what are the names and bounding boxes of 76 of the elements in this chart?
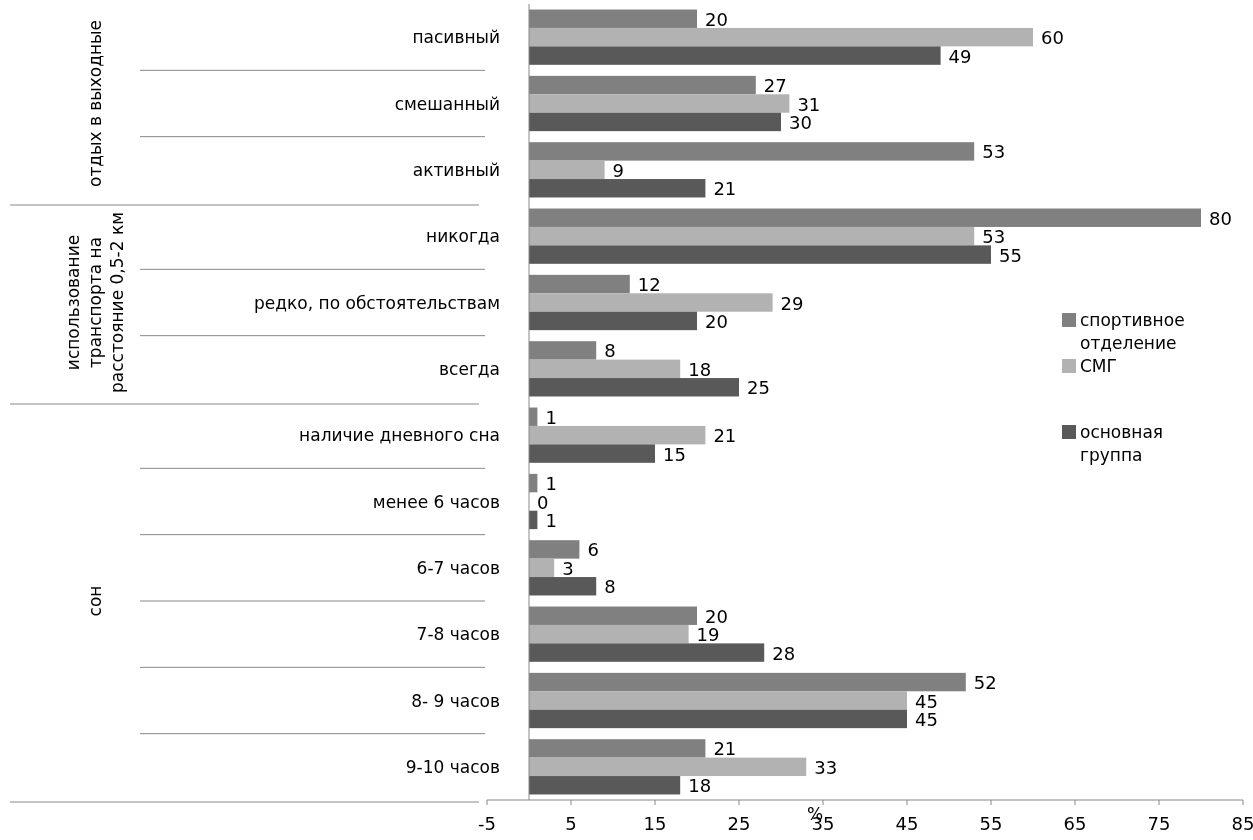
x-tick-label: 55: [979, 813, 1003, 834]
bar: [529, 444, 655, 463]
bar: [529, 46, 941, 65]
y-tick-label: 7-8 часов: [416, 624, 500, 645]
y-tick-label: никогда: [426, 226, 500, 247]
bar: [529, 624, 689, 644]
data-label: 21: [713, 738, 737, 760]
y-tick-label: 9-10 часов: [405, 756, 500, 777]
bar: [529, 643, 765, 662]
data-label: 19: [696, 624, 720, 646]
data-label: 53: [982, 141, 1006, 163]
bar: [529, 757, 807, 777]
data-label: 29: [780, 292, 804, 314]
bar: [529, 776, 681, 795]
text: сон: [85, 585, 105, 617]
bar: [529, 359, 681, 379]
y-tick-label: менее 6 часов: [372, 491, 500, 512]
data-label: 9: [612, 159, 625, 181]
y-tick-label: активный: [412, 159, 500, 180]
data-label: 27: [763, 75, 787, 97]
bar: [529, 160, 605, 180]
legend-label: спортивное отделение: [1080, 310, 1185, 353]
x-tick-label: 65: [1063, 813, 1087, 834]
bar: [529, 558, 555, 578]
bar: [529, 709, 907, 729]
data-label: 6: [587, 539, 599, 561]
bar: [529, 691, 907, 710]
x-tick-label: -5: [478, 813, 496, 834]
data-label: 21: [713, 425, 737, 447]
x-tick-label: 15: [643, 813, 667, 834]
y-tick-label: редко, по обстоятельствам: [254, 292, 500, 313]
data-label: 8: [604, 576, 616, 598]
x-tick-label: 25: [727, 813, 751, 834]
legend-label: основная группа: [1080, 422, 1164, 465]
y-tick-label: 6-7 часов: [416, 557, 500, 578]
y-tick-label: пасивный: [412, 27, 500, 48]
data-label: 3: [562, 557, 574, 579]
data-label: 15: [663, 443, 686, 465]
bar: [529, 577, 597, 596]
text: использование транспорта на расстояние 0,5-2 км: [63, 212, 127, 393]
y-tick-label: 8- 9 часов: [411, 690, 500, 711]
data-label: 21: [713, 178, 737, 200]
bar: [529, 179, 706, 198]
bar: [529, 378, 739, 397]
data-label: 33: [814, 756, 838, 778]
bar: [529, 27, 1033, 47]
text: отдых в выходные: [85, 19, 105, 188]
data-label: 49: [948, 45, 972, 67]
data-label: 18: [688, 775, 712, 797]
bar: [529, 245, 991, 264]
data-label: 18: [688, 358, 712, 380]
data-label: 80: [1209, 207, 1232, 229]
data-label: 60: [1041, 27, 1064, 49]
data-label: 52: [973, 672, 997, 694]
bar: [529, 425, 706, 445]
data-label: 28: [772, 642, 796, 664]
y-tick-label: всегда: [439, 358, 500, 379]
x-tick-label: 85: [1231, 813, 1253, 834]
bar: [529, 112, 781, 132]
bar: [529, 293, 773, 312]
bar: [529, 226, 975, 246]
x-tick-label: 5: [565, 813, 577, 834]
data-label: 8: [604, 340, 616, 362]
y-tick-label: наличие дневного сна: [299, 425, 500, 446]
data-label: 20: [705, 605, 728, 627]
data-label: 25: [747, 377, 770, 399]
data-label: 1: [545, 406, 557, 428]
y-tick-label: смешанный: [394, 93, 500, 114]
data-label: 12: [637, 274, 661, 296]
data-label: 20: [705, 8, 728, 30]
data-label: 20: [705, 310, 728, 332]
x-tick-label: 75: [1147, 813, 1171, 834]
legend-label: СМГ: [1080, 356, 1117, 376]
bar: [529, 94, 790, 113]
x-tick-label: 45: [895, 813, 919, 834]
bar: [529, 311, 697, 331]
